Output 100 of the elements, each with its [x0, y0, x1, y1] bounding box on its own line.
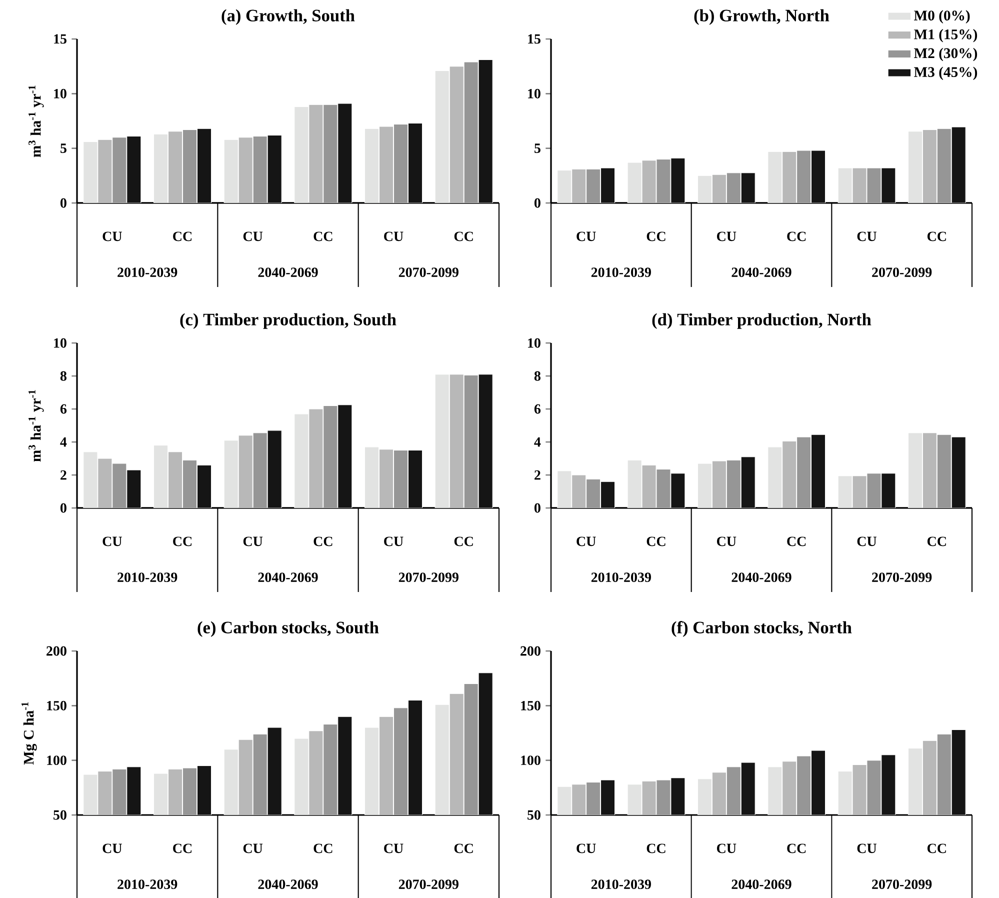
x-tick-label: CC — [646, 232, 666, 242]
bar — [168, 452, 183, 508]
x-tick-label: CC — [173, 232, 192, 242]
x-tick-label: CU — [717, 232, 736, 242]
bar — [768, 151, 782, 203]
y-tick-label: 0 — [534, 503, 540, 513]
text: 2040-2069 — [732, 880, 792, 890]
x-tick-label: CU — [102, 844, 122, 854]
y-tick-label: 4 — [60, 437, 67, 447]
chart-title: (b) Growth, North — [694, 9, 830, 25]
x-tick-label: CC — [173, 536, 192, 546]
bar — [782, 440, 797, 508]
x-tick-label: CU — [717, 844, 736, 854]
legend-label: M0 (0%) — [914, 10, 970, 24]
text: 2040-2069 — [258, 268, 318, 278]
y-tick-label: 50 — [528, 810, 540, 820]
bar — [922, 129, 937, 203]
x-tick-label: CU — [717, 536, 736, 546]
x-tick-label: CC — [928, 536, 946, 546]
bar — [168, 131, 183, 203]
y-tick-label: 6 — [534, 404, 541, 414]
chart-title: (a) Growth, South — [222, 9, 355, 25]
x-tick-label: CU — [243, 232, 263, 242]
x-tick-label: CC — [646, 536, 666, 546]
text: 2010-2039 — [591, 572, 651, 582]
x-tick-label: CU — [857, 232, 876, 242]
bar — [586, 478, 601, 508]
bar — [838, 168, 852, 203]
bar — [627, 162, 642, 203]
y-tick-label: 10 — [528, 338, 540, 348]
x-tick-label: CU — [384, 844, 404, 854]
x-tick-label: CU — [576, 536, 596, 546]
y-tick-label: 10 — [54, 88, 66, 98]
bar — [238, 435, 253, 508]
legend-label: M2 (30%) — [914, 48, 978, 62]
y-tick-label: 5 — [534, 144, 540, 153]
y-tick-label: 0 — [60, 198, 66, 208]
bar — [586, 168, 601, 203]
text: 2070-2099 — [872, 268, 932, 278]
bar — [922, 432, 937, 508]
x-tick-label: CU — [384, 232, 404, 242]
bar — [782, 151, 797, 203]
x-tick-label: CU — [857, 844, 876, 854]
legend-label: M3 (45%) — [914, 66, 978, 80]
bar — [572, 168, 586, 203]
text: 2070-2099 — [398, 572, 458, 582]
bar — [656, 158, 671, 203]
bar — [936, 128, 952, 203]
y-tick-label: 4 — [534, 437, 541, 447]
bar — [712, 460, 726, 508]
x-tick-label: CC — [454, 536, 473, 546]
y-tick-label: 8 — [534, 371, 540, 381]
bar — [378, 126, 394, 203]
bar — [712, 174, 726, 203]
x-tick-label: CU — [576, 844, 596, 854]
x-tick-label: CC — [928, 844, 946, 854]
y-tick-label: 10 — [54, 338, 66, 348]
bar — [866, 168, 882, 203]
x-tick-label: CC — [787, 232, 806, 242]
x-tick-label: CC — [454, 232, 473, 242]
x-tick-label: CC — [928, 232, 946, 242]
text: 2040-2069 — [258, 880, 318, 890]
bar — [656, 468, 671, 508]
bar — [572, 474, 586, 508]
y-tick-label: 15 — [54, 34, 66, 44]
x-tick-label: CC — [787, 844, 806, 854]
bar — [796, 150, 812, 203]
y-tick-label: 150 — [47, 700, 66, 710]
x-tick-label: CU — [576, 232, 596, 242]
chart-title: (e) Carbon stocks, South — [198, 621, 379, 637]
bar — [726, 172, 741, 203]
y-tick-label: 100 — [521, 756, 540, 766]
bar — [936, 434, 952, 508]
x-tick-label: CU — [102, 536, 122, 546]
x-tick-label: CU — [384, 536, 404, 546]
bar — [308, 408, 324, 508]
bar — [852, 476, 867, 508]
text: 2040-2069 — [258, 572, 318, 582]
bar — [98, 458, 112, 508]
bar — [238, 137, 253, 203]
y-axis-title: m$^{3}$ ha$^{-1}$ yr$^{-1}$ — [28, 86, 44, 158]
text: 2010-2039 — [591, 880, 651, 890]
bar — [852, 168, 867, 203]
text: 2040-2069 — [732, 572, 792, 582]
x-tick-label: CC — [787, 536, 806, 546]
y-tick-label: 15 — [528, 34, 540, 44]
y-tick-label: 6 — [60, 404, 67, 414]
bar — [98, 139, 112, 203]
bar — [378, 449, 394, 508]
text: 2070-2099 — [872, 572, 932, 582]
bar — [449, 66, 464, 203]
y-tick-label: 200 — [46, 646, 66, 656]
y-axis-title: m$^{3}$ ha$^{-1}$ yr$^{-1}$ — [28, 390, 44, 462]
bar — [642, 464, 656, 508]
y-axis-title: Mg C ha$^{-1}$ — [21, 702, 37, 765]
y-tick-label: 2 — [60, 470, 66, 480]
chart-title: (d) Timber production, North — [652, 313, 872, 329]
bar — [449, 374, 464, 508]
y-tick-label: 200 — [520, 646, 540, 656]
x-tick-label: CU — [857, 536, 876, 546]
